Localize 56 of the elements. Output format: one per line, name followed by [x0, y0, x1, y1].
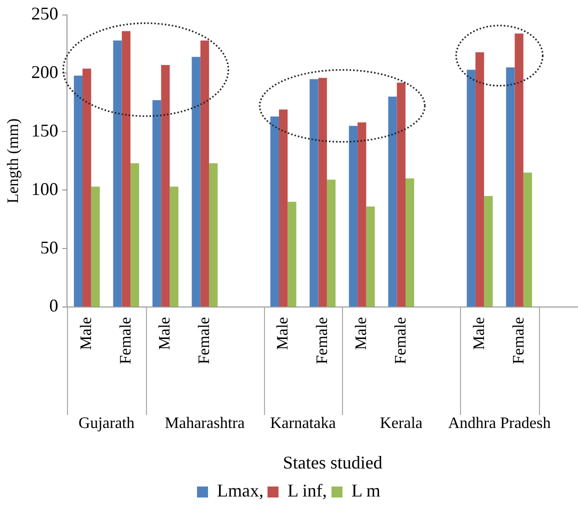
bar: [91, 186, 100, 306]
text: Maharashtra: [164, 415, 245, 432]
bar: [82, 68, 92, 306]
x-tick-label: Male: [78, 317, 96, 350]
x-tick-label: Female: [117, 317, 134, 364]
text: Karnataka: [270, 415, 336, 432]
x-tick-label: Male: [353, 317, 370, 350]
bar: [318, 78, 327, 306]
x-axis-title: States studied: [282, 452, 382, 473]
legend-label: L inf,: [288, 480, 327, 501]
bar: [475, 52, 484, 306]
bar: [288, 202, 296, 306]
bar: [270, 116, 279, 306]
bar: [388, 96, 397, 306]
y-tick-label: 150: [31, 120, 58, 140]
x-tick-label: Male: [470, 317, 488, 350]
bar: [523, 172, 532, 306]
bar: [358, 122, 366, 306]
bar: [161, 65, 170, 306]
y-tick-label: 200: [31, 62, 58, 82]
text: Kerala: [380, 415, 423, 432]
bar: [200, 40, 210, 306]
bar: [170, 186, 178, 306]
text: Gujarath: [78, 415, 134, 432]
y-tick-label: 100: [31, 178, 58, 199]
bar: [122, 31, 130, 306]
bar: [209, 163, 218, 306]
bar: [348, 126, 358, 306]
bar: [484, 196, 493, 306]
bar: [396, 82, 406, 306]
bar: [130, 163, 140, 306]
bar: [366, 206, 375, 306]
legend-label: Lmax,: [217, 480, 264, 501]
bar: [310, 79, 318, 306]
bar: [113, 40, 122, 306]
y-axis-title: Length (mm): [4, 118, 22, 204]
x-tick-label: Male: [156, 317, 174, 350]
x-tick-label: Female: [392, 317, 410, 364]
bar: [278, 109, 288, 306]
bar: [514, 34, 524, 306]
bar: [326, 180, 336, 306]
x-tick-label: Male: [274, 317, 292, 350]
bar: [192, 56, 200, 306]
y-tick-label: 250: [31, 4, 58, 24]
text: Andhra Pradesh: [448, 415, 551, 432]
x-tick-label: Female: [196, 317, 213, 364]
y-tick-label: 0: [49, 296, 58, 316]
y-tick-label: 50: [40, 237, 58, 258]
x-tick-label: Female: [314, 317, 331, 364]
bar: [74, 76, 83, 306]
legend-label: L m: [351, 480, 380, 501]
bar: [406, 178, 414, 306]
bar: [506, 67, 515, 306]
bar: [152, 100, 162, 306]
x-tick-label: Female: [510, 317, 528, 364]
bar: [466, 70, 476, 306]
